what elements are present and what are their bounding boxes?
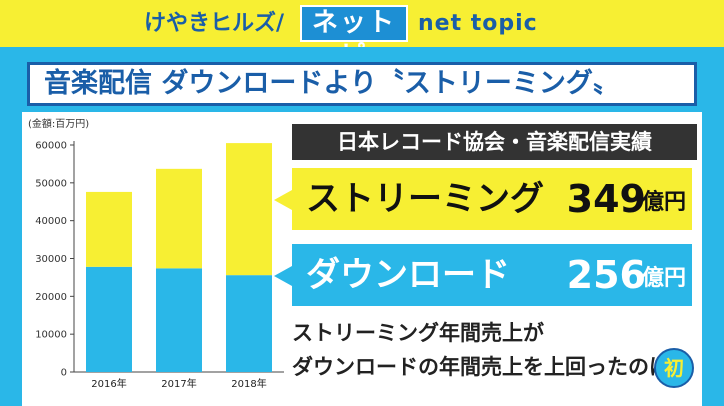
stacked-bar-chart: (金額:百万円) 0 10000 20000 30000 40000 50000 60000 2… bbox=[28, 117, 284, 390]
y-tick-label: 20000 bbox=[35, 292, 67, 303]
bar-streaming bbox=[226, 143, 272, 276]
x-tick-label: 2016年 bbox=[91, 377, 126, 390]
streaming-value: 349 bbox=[566, 177, 646, 221]
y-tick-label: 40000 bbox=[35, 216, 67, 227]
streaming-callout: ストリーミング 349 億円 bbox=[292, 168, 692, 230]
streaming-label: ストリーミング bbox=[306, 179, 544, 219]
x-tick-label: 2017年 bbox=[161, 377, 196, 390]
x-tick-label: 2018年 bbox=[231, 377, 266, 390]
top-banner: けやきヒルズ/ ネットピ net topic bbox=[0, 0, 724, 71]
note-line-1: ストリーミング年間売上が bbox=[292, 321, 544, 345]
headline: 音楽配信 ダウンロードより〝ストリーミング〟 bbox=[27, 62, 697, 106]
streaming-callout-tail bbox=[274, 190, 292, 210]
y-tick-label: 0 bbox=[61, 368, 67, 379]
bar-streaming bbox=[156, 168, 202, 269]
y-tick-label: 30000 bbox=[35, 254, 67, 265]
download-value: 256 bbox=[566, 253, 646, 297]
first-badge: 初 bbox=[654, 348, 694, 388]
source-label: 日本レコード協会・音楽配信実績 bbox=[292, 124, 697, 160]
y-tick-label: 50000 bbox=[35, 178, 67, 189]
streaming-unit: 億円 bbox=[641, 190, 686, 215]
bar-download bbox=[226, 275, 272, 372]
note-line-2: ダウンロードの年間売上を上回ったのは bbox=[292, 355, 670, 379]
download-callout: ダウンロード 256 億円 bbox=[292, 244, 692, 306]
download-unit: 億円 bbox=[641, 266, 686, 291]
y-tick-label: 60000 bbox=[35, 141, 67, 152]
download-label: ダウンロード bbox=[306, 255, 510, 295]
download-callout-tail bbox=[274, 266, 292, 286]
chart-layer: (金額:百万円) 0 10000 20000 30000 40000 50000 60000 2… bbox=[28, 117, 284, 390]
brand-subtitle: net topic bbox=[418, 11, 538, 36]
brand-box: ネットピ bbox=[300, 5, 408, 71]
bar-streaming bbox=[86, 191, 132, 267]
y-tick-label: 10000 bbox=[35, 330, 67, 341]
bar-download bbox=[86, 266, 132, 372]
brand-name: けやきヒルズ/ bbox=[144, 11, 285, 36]
chart-unit-label: (金額:百万円) bbox=[28, 117, 89, 130]
bar-download bbox=[156, 268, 202, 372]
